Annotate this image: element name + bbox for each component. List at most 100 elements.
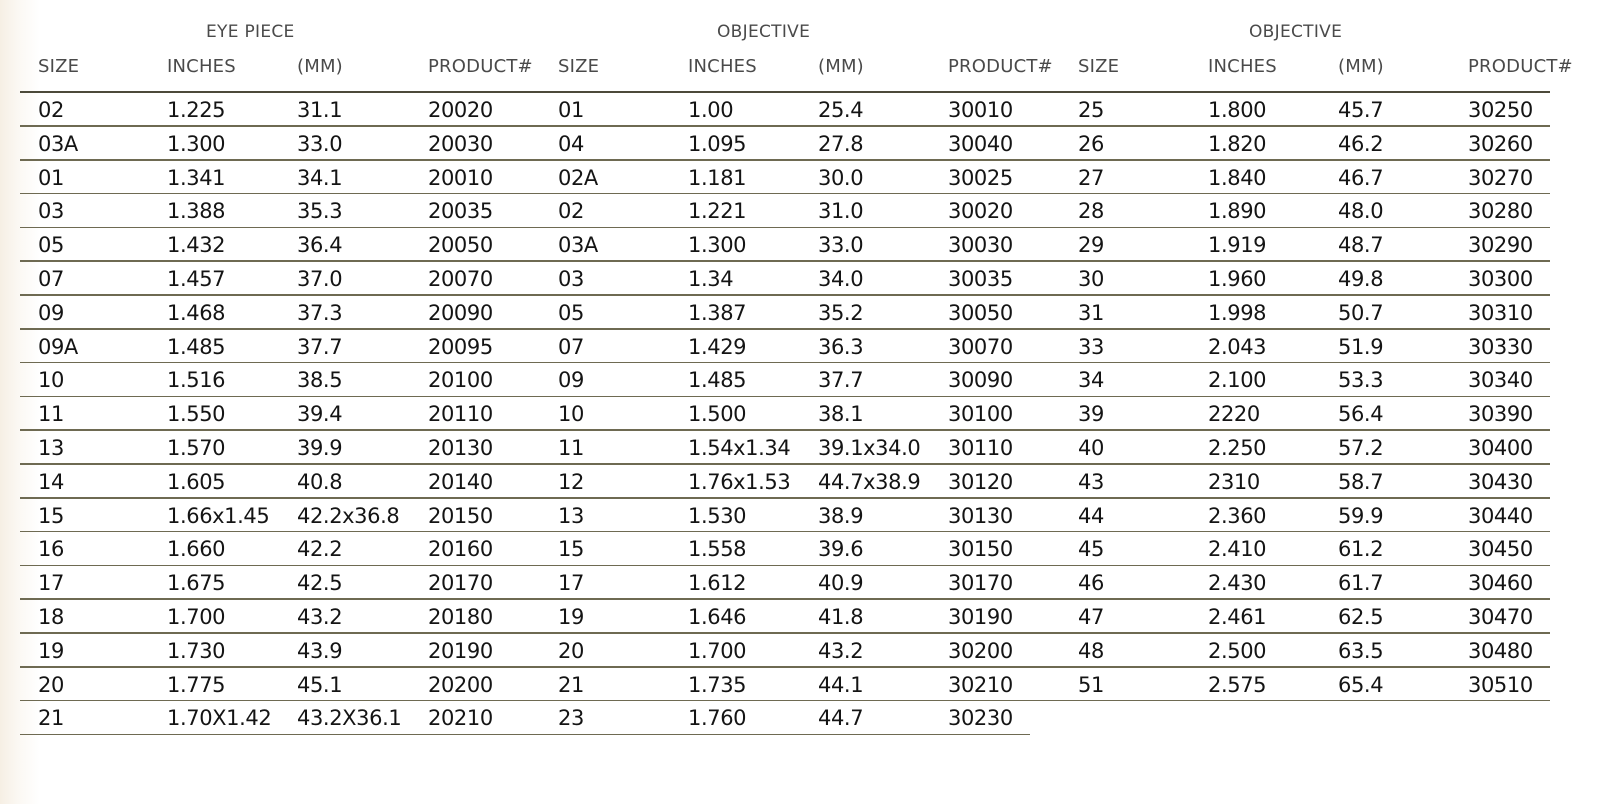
objective-size-cell: 44	[1078, 503, 1104, 528]
table-row: 11 1.550 39.4 20110 10 1.500 38.1 30100 39 2220 56…	[0, 397, 1600, 431]
objective-inches-cell: 1.095	[688, 131, 747, 156]
column-header-size: SIZE	[1078, 56, 1120, 77]
objective-size-cell: 09	[558, 368, 584, 393]
objective-size-cell: 07	[558, 334, 584, 359]
eyepiece-mm-cell: 37.7	[297, 334, 343, 359]
column-header-mm: (MM)	[818, 56, 864, 77]
objective-inches-cell: 2.461	[1208, 604, 1267, 629]
objective-product-cell: 30430	[1468, 469, 1533, 494]
eyepiece-mm-cell: 37.0	[297, 266, 343, 291]
column-header-inches: INCHES	[167, 56, 236, 77]
table-row: 15 1.66x1.45 42.2x36.8 20150 13 1.530 38.9 3013…	[0, 499, 1600, 533]
objective-product-cell: 30170	[948, 571, 1013, 596]
objective-product-cell: 30030	[948, 233, 1013, 258]
objective-inches-cell: 2.100	[1208, 368, 1267, 393]
eyepiece-size-cell: 01	[38, 165, 64, 190]
objective-mm-cell: 38.9	[818, 503, 864, 528]
objective-size-cell: 39	[1078, 402, 1104, 427]
objective-product-cell: 30460	[1468, 571, 1533, 596]
objective-mm-cell: 65.4	[1338, 672, 1384, 697]
eyepiece-mm-cell: 34.1	[297, 165, 343, 190]
group-header-eyepiece: EYE PIECE	[206, 22, 295, 42]
eyepiece-inches-cell: 1.341	[167, 165, 226, 190]
objective-mm-cell: 57.2	[1338, 435, 1384, 460]
objective-mm-cell: 58.7	[1338, 469, 1384, 494]
eyepiece-product-cell: 20010	[428, 165, 493, 190]
objective-mm-cell: 27.8	[818, 131, 864, 156]
eyepiece-inches-cell: 1.457	[167, 266, 226, 291]
objective-product-cell: 30025	[948, 165, 1013, 190]
eyepiece-product-cell: 20035	[428, 199, 493, 224]
objective-inches-cell: 2.043	[1208, 334, 1267, 359]
eyepiece-mm-cell: 40.8	[297, 469, 343, 494]
objective-product-cell: 30010	[948, 98, 1013, 122]
column-header-inches: INCHES	[688, 56, 757, 77]
objective-size-cell: 20	[558, 638, 584, 663]
objective-size-cell: 11	[558, 435, 584, 460]
eyepiece-mm-cell: 42.2	[297, 537, 343, 562]
objective-inches-cell: 1.221	[688, 199, 747, 224]
eyepiece-mm-cell: 38.5	[297, 368, 343, 393]
size-table-body: 02 1.225 31.1 20020 01 1.00 25.4 30010 25 1.800 45…	[0, 93, 1600, 735]
eyepiece-product-cell: 20190	[428, 638, 493, 663]
objective-size-cell: 23	[558, 706, 584, 731]
objective-inches-cell: 1.181	[688, 165, 747, 190]
objective-size-cell: 34	[1078, 368, 1104, 393]
objective-product-cell: 30100	[948, 402, 1013, 427]
objective-product-cell: 30200	[948, 638, 1013, 663]
eyepiece-product-cell: 20140	[428, 469, 493, 494]
objective-size-cell: 10	[558, 402, 584, 427]
objective-size-cell: 46	[1078, 571, 1104, 596]
objective-product-cell: 30020	[948, 199, 1013, 224]
objective-size-cell: 45	[1078, 537, 1104, 562]
objective-mm-cell: 62.5	[1338, 604, 1384, 629]
objective-inches-cell: 2.430	[1208, 571, 1267, 596]
objective-product-cell: 30260	[1468, 131, 1533, 156]
eyepiece-product-cell: 20100	[428, 368, 493, 393]
table-row: 17 1.675 42.5 20170 17 1.612 40.9 30170 46 2.430 6…	[0, 566, 1600, 600]
eyepiece-inches-cell: 1.388	[167, 199, 226, 224]
objective-mm-cell: 41.8	[818, 604, 864, 629]
eyepiece-inches-cell: 1.300	[167, 131, 226, 156]
objective-inches-cell: 1.612	[688, 571, 747, 596]
eyepiece-size-cell: 02	[38, 98, 64, 122]
objective-size-cell: 28	[1078, 199, 1104, 224]
eyepiece-size-cell: 13	[38, 435, 64, 460]
objective-size-cell: 47	[1078, 604, 1104, 629]
eyepiece-product-cell: 20030	[428, 131, 493, 156]
eyepiece-mm-cell: 39.9	[297, 435, 343, 460]
eyepiece-product-cell: 20095	[428, 334, 493, 359]
objective-inches-cell: 1.760	[688, 706, 747, 731]
objective-product-cell: 30330	[1468, 334, 1533, 359]
eyepiece-size-cell: 03A	[38, 131, 78, 156]
objective-mm-cell: 39.6	[818, 537, 864, 562]
eyepiece-inches-cell: 1.225	[167, 98, 226, 122]
objective-product-cell: 30110	[948, 435, 1013, 460]
objective-size-cell: 31	[1078, 300, 1104, 325]
objective-product-cell: 30120	[948, 469, 1013, 494]
objective-product-cell: 30070	[948, 334, 1013, 359]
objective-product-cell: 30210	[948, 672, 1013, 697]
column-header-product: PRODUCT#	[948, 56, 1053, 77]
eyepiece-product-cell: 20020	[428, 98, 493, 122]
eyepiece-product-cell: 20200	[428, 672, 493, 697]
objective-product-cell: 30130	[948, 503, 1013, 528]
objective-mm-cell: 33.0	[818, 233, 864, 258]
objective-product-cell: 30340	[1468, 368, 1533, 393]
objective-inches-cell: 2.410	[1208, 537, 1267, 562]
objective-inches-cell: 2.250	[1208, 435, 1267, 460]
objective-inches-cell: 1.34	[688, 266, 734, 291]
eyepiece-product-cell: 20130	[428, 435, 493, 460]
objective-mm-cell: 53.3	[1338, 368, 1384, 393]
objective-product-cell: 30450	[1468, 537, 1533, 562]
objective-size-cell: 01	[558, 98, 584, 122]
eyepiece-mm-cell: 43.2X36.1	[297, 706, 402, 731]
objective-inches-cell: 2310	[1208, 469, 1260, 494]
objective-size-cell: 40	[1078, 435, 1104, 460]
objective-size-cell: 03A	[558, 233, 598, 258]
objective-mm-cell: 61.2	[1338, 537, 1384, 562]
eyepiece-inches-cell: 1.66x1.45	[167, 503, 270, 528]
objective-inches-cell: 1.387	[688, 300, 747, 325]
objective-product-cell: 30050	[948, 300, 1013, 325]
objective-size-cell: 25	[1078, 98, 1104, 122]
